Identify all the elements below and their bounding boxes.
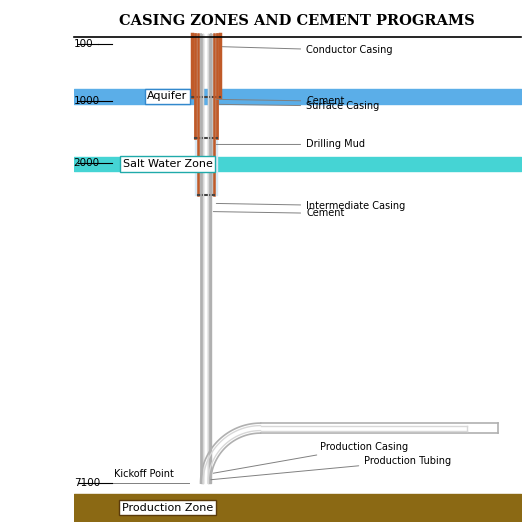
Text: 7100: 7100 [74,478,100,488]
Text: Salt Water Zone: Salt Water Zone [123,159,213,169]
Text: Kickoff Point: Kickoff Point [114,469,174,479]
Text: Cement: Cement [216,96,345,106]
Text: Drilling Mud: Drilling Mud [216,139,365,149]
Text: 2000: 2000 [74,158,100,168]
Text: Intermediate Casing: Intermediate Casing [216,201,406,211]
Text: Surface Casing: Surface Casing [219,101,379,111]
Text: Conductor Casing: Conductor Casing [222,45,392,55]
Text: Production Tubing: Production Tubing [211,456,451,480]
Title: CASING ZONES AND CEMENT PROGRAMS: CASING ZONES AND CEMENT PROGRAMS [119,14,475,28]
Text: Cement: Cement [214,208,345,218]
Text: 1000: 1000 [74,96,100,106]
Text: Production Zone: Production Zone [122,502,213,512]
Text: 100: 100 [74,39,93,49]
Text: Production Casing: Production Casing [213,442,408,473]
Text: Aquifer: Aquifer [147,92,188,102]
